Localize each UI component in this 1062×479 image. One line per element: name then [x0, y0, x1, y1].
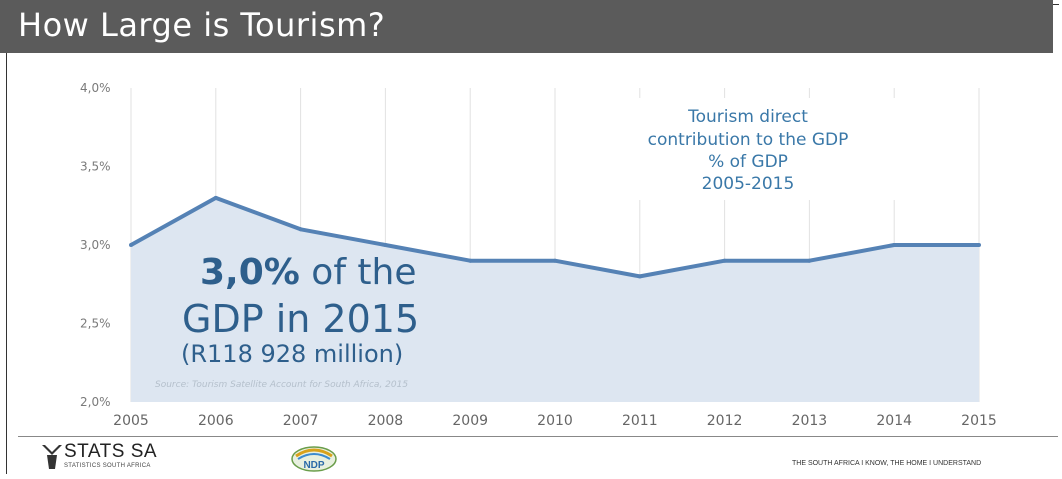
- annotation-line-1-rest: of the: [300, 252, 417, 293]
- x-tick-label-2008: 2008: [368, 413, 404, 429]
- y-tick-label: 2,5%: [80, 317, 111, 331]
- y-tick-label: 2,0%: [80, 395, 111, 409]
- y-tick-label: 3,5%: [80, 160, 111, 174]
- x-tick-label-2006: 2006: [198, 413, 234, 429]
- y-axis: 4,0% 3,5% 3,0% 2,5% 2,0%: [80, 81, 111, 409]
- data-point-2013: [807, 258, 812, 263]
- y-tick-label: 4,0%: [80, 81, 111, 95]
- data-point-2008: [383, 243, 388, 247]
- x-tick-label-2012: 2012: [707, 413, 743, 429]
- data-point-2007: [298, 227, 303, 232]
- footer-divider: [18, 436, 1058, 437]
- x-tick-label-2014: 2014: [876, 413, 912, 429]
- stats-sa-logo-icon: [42, 445, 62, 469]
- annotation-line-2: GDP in 2015: [182, 297, 419, 341]
- y-tick-label: 3,0%: [80, 238, 111, 252]
- data-point-2012: [722, 258, 727, 263]
- ndp-logo-icon: NDP: [291, 446, 337, 472]
- x-axis: 2005 2006 2007 2008 2009 2010 2011 2012 2013 2014…: [113, 413, 997, 429]
- ndp-logo-label: NDP: [303, 460, 324, 471]
- data-point-2014: [892, 243, 897, 247]
- data-points: [129, 195, 981, 279]
- data-point-2005: [129, 243, 133, 247]
- legend-line-4: 2005-2015: [702, 174, 795, 194]
- x-tick-label-2007: 2007: [283, 413, 319, 429]
- data-point-2006: [213, 195, 218, 200]
- legend-box: [572, 98, 922, 200]
- x-tick-label-2013: 2013: [792, 413, 828, 429]
- annotation-line-3: (R118 928 million): [181, 340, 403, 368]
- data-point-2009: [468, 258, 473, 263]
- slide-title: How Large is Tourism?: [18, 6, 386, 44]
- stats-sa-logo-text: STATS SA: [64, 441, 158, 462]
- title-bar: How Large is Tourism?: [0, 0, 1053, 53]
- annotation-bold-value: 3,0%: [200, 252, 300, 293]
- source-note: Source: Tourism Satellite Account for So…: [155, 380, 408, 390]
- x-tick-label-2009: 2009: [452, 413, 488, 429]
- annotation-line-1: 3,0% of the: [200, 252, 417, 293]
- legend-line-2: contribution to the GDP: [648, 130, 849, 150]
- legend-line-3: % of GDP: [708, 152, 788, 172]
- area-fill: [131, 197, 979, 402]
- footer-slogan: THE SOUTH AFRICA I KNOW, THE HOME I UNDE…: [792, 460, 982, 467]
- x-tick-label-2005: 2005: [113, 413, 149, 429]
- stats-sa-logo-subtext: STATISTICS SOUTH AFRICA: [64, 463, 151, 469]
- legend-line-1: Tourism direct: [687, 107, 808, 127]
- x-tick-label-2015: 2015: [961, 413, 997, 429]
- gdp-contribution-chart: 4,0%3,5%3,0%2,5%2,0% 2005 2006 2007 2008 200…: [80, 81, 997, 429]
- x-tick-label-2011: 2011: [622, 413, 658, 429]
- data-point-2011: [637, 274, 642, 279]
- data-point-2010: [553, 258, 557, 263]
- data-point-2015: [977, 243, 981, 247]
- x-tick-label-2010: 2010: [537, 413, 573, 429]
